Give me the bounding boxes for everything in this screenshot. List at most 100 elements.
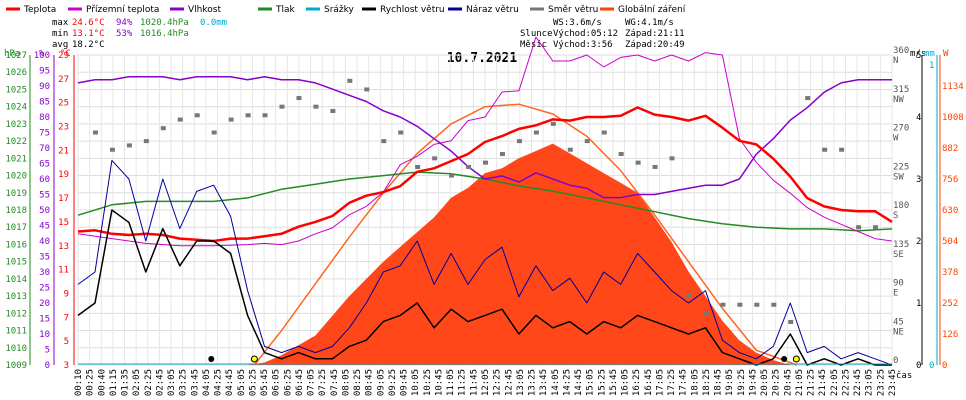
wind-speed-tick-label: 1 (916, 299, 921, 309)
pressure-tick-label: 1022 (5, 137, 27, 147)
x-tick-label: 12:25 (493, 369, 503, 396)
pressure-tick-label: 1011 (5, 327, 27, 337)
sunrise-marker (250, 355, 258, 363)
x-tick-label: 03:45 (190, 369, 200, 396)
temperature-tick-label: 7 (64, 313, 69, 323)
x-tick-label: 03:25 (179, 369, 189, 396)
legend-label: Rychlost větru (380, 5, 445, 15)
wind-direction-point (483, 160, 488, 165)
x-tick-label: 13:45 (539, 369, 549, 396)
humidity-tick-label: 25 (39, 284, 50, 294)
radiation-tick-label: 126 (942, 330, 958, 340)
sun-set: Západ:21:11 (625, 29, 685, 39)
wind-direction-point (686, 294, 692, 299)
rain-unit: mm (924, 49, 935, 59)
pressure-tick-label: 1024 (5, 103, 27, 113)
humidity-tick-label: 15 (39, 315, 50, 325)
x-tick-label: 02:05 (132, 369, 142, 396)
x-tick-label: 15:45 (609, 369, 619, 396)
temperature-tick-label: 27 (58, 75, 69, 85)
wind-direction-point (126, 143, 132, 148)
temperature-tick-label: 3 (64, 361, 69, 371)
pressure-tick-label: 1016 (5, 240, 27, 250)
pressure-tick-label: 1017 (5, 223, 27, 233)
x-tick-label: 11:25 (458, 369, 468, 396)
x-tick-label: 04:45 (225, 369, 235, 396)
pressure-tick-label: 1018 (5, 206, 27, 216)
theoretical-radiation-line (253, 103, 798, 366)
x-tick-label: 04:25 (214, 369, 224, 396)
humidity-tick-label: 0 (45, 361, 50, 371)
stat-avg-label: avg (52, 40, 68, 50)
x-tick-label: 19:05 (725, 369, 735, 396)
wind-direction-point (856, 225, 862, 230)
stat-max-hum: 94% (116, 18, 133, 28)
wind-dir-label: S (893, 211, 898, 221)
wind-direction-point (279, 104, 285, 109)
moonset-marker (781, 356, 788, 362)
humidity-tick-label: 35 (39, 253, 50, 263)
wind-direction-point (330, 108, 336, 113)
x-tick-label: 17:05 (655, 369, 665, 396)
x-tick-label: 01:15 (109, 369, 119, 396)
pressure-tick-label: 1019 (5, 189, 27, 199)
chart-title: 10.7.2021 (447, 51, 518, 66)
stat-max-temp: 24.6°C (72, 18, 105, 28)
wind-direction-point (567, 147, 573, 152)
wind-speed-tick-label: 4 (916, 113, 921, 123)
x-tick-label: 09:45 (400, 369, 410, 396)
wind-direction-point (245, 113, 251, 118)
pressure-tick-label: 1009 (5, 361, 27, 371)
x-tick-label: 06:45 (295, 369, 305, 396)
x-tick-label: 09:25 (388, 369, 398, 396)
x-tick-label: 14:05 (551, 369, 561, 396)
radiation-area (78, 143, 892, 365)
x-tick-label: 15:25 (597, 369, 607, 396)
wind-gust-line (77, 159, 893, 366)
x-tick-label: 09:05 (376, 369, 386, 396)
x-tick-label: 17:25 (667, 369, 677, 396)
stat-min-temp: 13.1°C (72, 29, 105, 39)
wind-direction-point (737, 302, 743, 307)
x-tick-label: 00:25 (86, 369, 96, 396)
x-tick-label: 02:45 (155, 369, 165, 396)
wind-direction-point (754, 302, 760, 307)
wind-dir-label: NE (893, 327, 904, 337)
temperature-tick-label: 13 (58, 242, 69, 252)
x-tick-label: 12:45 (504, 369, 514, 396)
pressure-tick-label: 1026 (5, 68, 27, 78)
legend-label: Přízemní teplota (86, 5, 159, 15)
x-tick-label: 00:10 (74, 369, 84, 396)
wind-direction-point (381, 139, 387, 144)
humidity-line (77, 75, 892, 199)
pressure-tick-label: 1027 (5, 51, 27, 61)
wind-direction-point (550, 121, 556, 126)
x-tick-label: 13:25 (528, 369, 538, 396)
wind-dir-label: N (893, 56, 898, 66)
stat-max-rain: 0.0mm (200, 18, 227, 28)
x-tick-label: 16:45 (644, 369, 654, 396)
humidity-tick-label: 80 (39, 113, 50, 123)
x-tick-label: 10:05 (411, 369, 421, 396)
x-tick-label: 06:05 (272, 369, 282, 396)
radiation-tick-label: 756 (942, 175, 958, 185)
humidity-tick-label: 45 (39, 222, 50, 232)
temperature-tick-label: 29 (58, 51, 69, 61)
sun-rise: Východ:05:12 (553, 29, 618, 39)
pressure-unit: hPa (4, 49, 20, 59)
wind-direction-point (669, 156, 675, 161)
x-tick-label: 10:25 (423, 369, 433, 396)
x-tick-label: 19:25 (737, 369, 747, 396)
humidity-tick-label: 10 (39, 330, 50, 340)
wind-direction-point (822, 147, 828, 152)
stat-min-pres: 1016.4hPa (140, 29, 189, 39)
x-axis-label: čas (896, 370, 912, 381)
radiation-tick-label: 504 (942, 237, 958, 247)
wind-direction-point (618, 152, 624, 157)
pressure-tick-label: 1014 (5, 275, 27, 285)
wind-direction-point (516, 139, 522, 144)
wind-direction-point (364, 87, 370, 92)
x-tick-label: 22:05 (830, 369, 840, 396)
pressure-tick-label: 1020 (5, 172, 27, 182)
